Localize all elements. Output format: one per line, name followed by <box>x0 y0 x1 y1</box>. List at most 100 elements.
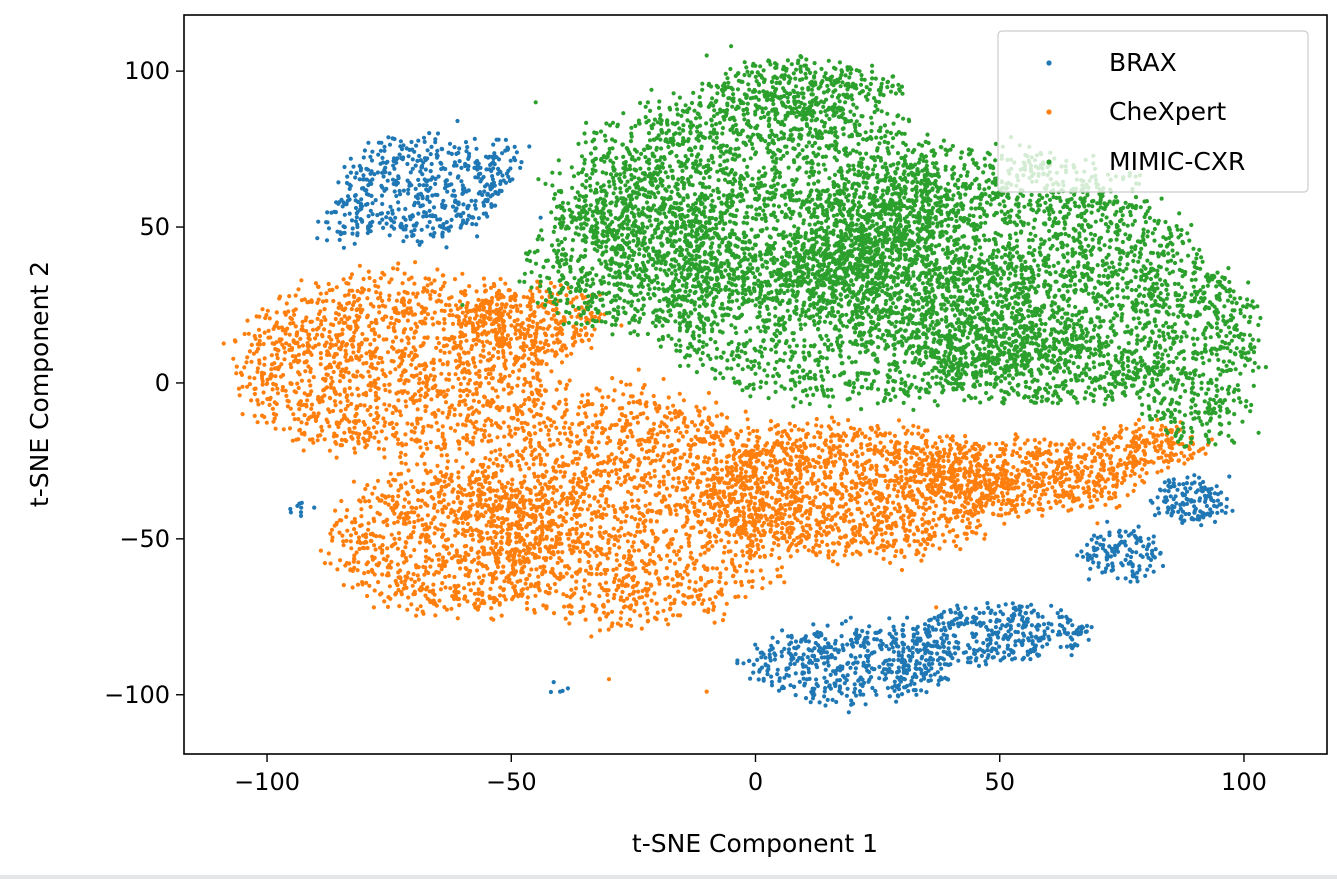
point-brax <box>455 118 460 124</box>
point-chexpert <box>439 453 444 458</box>
point-brax <box>430 213 435 218</box>
point-chexpert <box>415 291 420 296</box>
point-chexpert <box>320 299 326 304</box>
point-chexpert <box>733 580 738 585</box>
point-brax <box>1069 653 1074 658</box>
point-chexpert <box>356 349 361 354</box>
point-chexpert <box>401 313 406 318</box>
point-brax <box>519 160 524 165</box>
point-brax <box>362 177 367 182</box>
point-chexpert <box>466 581 472 587</box>
point-chexpert <box>445 415 450 420</box>
point-brax <box>865 640 870 645</box>
point-chexpert <box>353 450 358 455</box>
point-brax <box>1084 623 1090 629</box>
point-chexpert <box>557 501 562 506</box>
point-chexpert <box>300 343 306 348</box>
point-chexpert <box>605 480 611 485</box>
point-chexpert <box>590 430 595 435</box>
point-chexpert <box>655 610 660 615</box>
point-chexpert <box>529 567 534 572</box>
point-chexpert <box>505 540 510 546</box>
point-chexpert <box>417 363 422 368</box>
point-chexpert <box>401 521 406 526</box>
point-chexpert <box>609 534 614 539</box>
point-chexpert <box>423 361 428 366</box>
point-brax <box>428 152 433 157</box>
point-brax <box>415 158 420 163</box>
point-chexpert <box>277 364 282 369</box>
point-chexpert <box>306 417 311 422</box>
point-brax <box>352 193 358 198</box>
point-chexpert <box>593 446 599 451</box>
point-chexpert <box>476 482 481 487</box>
point-chexpert <box>534 497 540 502</box>
point-brax <box>902 642 907 647</box>
point-chexpert <box>782 580 787 585</box>
point-chexpert <box>464 451 469 456</box>
point-chexpert <box>517 452 522 457</box>
point-brax <box>447 141 453 146</box>
point-chexpert <box>560 454 565 459</box>
point-chexpert <box>641 411 646 416</box>
point-chexpert <box>460 465 465 470</box>
point-chexpert <box>572 472 577 477</box>
point-chexpert <box>240 384 245 389</box>
point-brax <box>382 188 387 193</box>
point-brax <box>828 686 834 691</box>
point-chexpert <box>293 307 298 312</box>
point-brax <box>1151 540 1156 545</box>
point-chexpert <box>554 387 559 392</box>
point-chexpert <box>750 569 755 574</box>
point-chexpert <box>478 359 483 364</box>
point-chexpert <box>309 298 314 303</box>
point-chexpert <box>301 448 306 453</box>
point-chexpert <box>412 330 417 335</box>
point-brax <box>1123 576 1128 581</box>
point-chexpert <box>509 385 515 391</box>
point-chexpert <box>471 410 476 415</box>
point-chexpert <box>391 266 396 271</box>
point-brax <box>506 168 511 173</box>
point-chexpert <box>403 346 408 351</box>
point-chexpert <box>688 550 694 555</box>
point-chexpert <box>372 588 377 593</box>
point-chexpert <box>354 323 359 328</box>
point-chexpert <box>438 358 443 363</box>
point-brax <box>1031 608 1036 613</box>
point-brax <box>364 191 369 197</box>
point-brax <box>1045 642 1050 647</box>
point-chexpert <box>590 422 595 427</box>
point-chexpert <box>330 538 335 543</box>
point-chexpert <box>554 488 560 493</box>
point-chexpert <box>525 606 530 612</box>
point-chexpert <box>668 607 673 612</box>
point-chexpert <box>432 531 437 536</box>
point-brax <box>1020 657 1025 662</box>
point-chexpert <box>346 281 351 286</box>
point-brax <box>981 640 986 646</box>
point-chexpert <box>559 360 565 365</box>
point-chexpert <box>375 420 380 425</box>
point-chexpert <box>376 439 381 444</box>
point-chexpert <box>412 430 417 435</box>
point-chexpert <box>624 560 629 565</box>
point-chexpert <box>365 483 370 488</box>
point-brax <box>435 217 440 222</box>
point-chexpert <box>377 545 383 550</box>
point-chexpert <box>489 376 494 381</box>
point-brax <box>1141 544 1146 549</box>
point-brax <box>887 666 892 672</box>
point-brax <box>342 225 347 230</box>
point-brax <box>1023 624 1028 629</box>
point-chexpert <box>293 324 298 329</box>
point-chexpert <box>707 597 713 602</box>
point-chexpert <box>609 452 614 457</box>
point-chexpert <box>366 287 371 293</box>
point-chexpert <box>354 327 359 332</box>
point-chexpert <box>400 309 405 314</box>
point-brax <box>1045 626 1050 631</box>
point-chexpert <box>403 578 408 583</box>
point-brax <box>869 651 874 656</box>
point-brax <box>843 619 848 624</box>
